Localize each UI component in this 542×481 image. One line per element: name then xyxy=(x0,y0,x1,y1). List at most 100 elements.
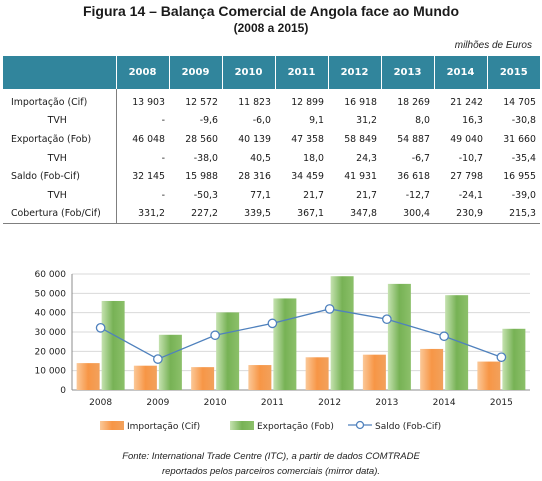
table-cell: -10,7 xyxy=(458,152,483,164)
legend-label-exportacao: Exportação (Fob) xyxy=(257,422,334,432)
table-cell: 21,7 xyxy=(356,189,377,201)
bar-importacao xyxy=(191,367,215,390)
table-cell: 27 798 xyxy=(450,171,483,183)
point-saldo xyxy=(324,304,335,314)
bar-exportacao xyxy=(101,300,125,390)
bar-exportacao xyxy=(273,298,297,390)
table-row: TVH - -9,6 -6,0 9,1 31,2 8,0 16,3 -30,8 xyxy=(3,111,540,131)
y-tick-label: 30 000 xyxy=(35,328,67,338)
table-body: Importação (Cif) 13 903 12 572 11 823 12 899… xyxy=(3,89,540,225)
table-cell: -9,6 xyxy=(199,115,218,127)
table-cell: 58 849 xyxy=(344,133,377,145)
x-tick-label: 2012 xyxy=(318,398,341,408)
table-cell: 54 887 xyxy=(397,133,430,145)
table-row: Importação (Cif) 13 903 12 572 11 823 12 899… xyxy=(3,89,540,112)
y-tick-label: 10 000 xyxy=(35,367,67,377)
point-saldo xyxy=(153,354,163,364)
table-header-year: 2013 xyxy=(380,56,434,89)
bar-exportacao xyxy=(330,276,354,390)
table-cell: -35,4 xyxy=(511,152,536,164)
bar-exportacao xyxy=(445,295,469,390)
legend-label-saldo: Saldo (Fob-Cif) xyxy=(375,422,441,432)
table-cell: -38,0 xyxy=(193,152,218,164)
table-row: Exportação (Fob) 46 048 28 560 40 139 47 358… xyxy=(3,130,540,149)
bar-importacao xyxy=(133,365,157,390)
bar-importacao xyxy=(248,365,272,390)
table-cell: - xyxy=(161,189,165,201)
point-saldo xyxy=(382,314,392,325)
table-cell: 16 955 xyxy=(503,171,536,183)
trade-chart: 0 10 000 20 000 30 000 40 000 50 000 60 000 200… xyxy=(35,270,530,432)
table-cell: 12 572 xyxy=(185,96,218,108)
table-cell: 18,0 xyxy=(303,152,324,164)
table-cell: 227,2 xyxy=(169,204,222,225)
point-saldo xyxy=(210,330,220,341)
table-cell: - xyxy=(161,115,165,127)
table-cell: 28 316 xyxy=(238,171,271,183)
row-label: TVH xyxy=(3,185,117,205)
legend-swatch-importacao xyxy=(100,421,124,430)
x-tick-label: 2009 xyxy=(146,398,169,408)
table-cell: 36 618 xyxy=(397,171,430,183)
table-cell: 12 899 xyxy=(291,96,324,108)
table-cell: 230,9 xyxy=(434,204,487,225)
y-tick-label: 50 000 xyxy=(35,289,67,299)
bar-exportacao xyxy=(158,334,182,390)
table-cell: - xyxy=(161,152,165,164)
x-tick-label: 2011 xyxy=(261,398,284,408)
legend-label-importacao: Importação (Cif) xyxy=(127,422,200,432)
bar-importacao xyxy=(362,354,386,390)
table-cell: -6,7 xyxy=(411,152,430,164)
table-cell: -24,1 xyxy=(458,189,483,201)
source-note: Fonte: International Trade Centre (ITC),… xyxy=(0,449,542,479)
point-saldo xyxy=(496,352,507,363)
table-header-year: 2014 xyxy=(433,56,487,89)
unit-label: milhões de Euros xyxy=(454,40,532,51)
table-cell: 21 242 xyxy=(450,96,483,108)
table-cell: 14 705 xyxy=(503,96,536,108)
table-header-year: 2015 xyxy=(486,56,540,89)
row-label: TVH xyxy=(3,148,117,168)
table-header-year: 2009 xyxy=(168,56,222,89)
bar-importacao xyxy=(477,361,501,390)
legend-swatch-saldo-marker xyxy=(355,420,365,430)
table-cell: 367,1 xyxy=(275,204,328,225)
table-row: Saldo (Fob-Cif) 32 145 15 988 28 316 34 459 4… xyxy=(3,167,540,186)
table-row: TVH - -38,0 40,5 18,0 24,3 -6,7 -10,7 -35,4 xyxy=(3,148,540,168)
table-cell: 331,2 xyxy=(116,204,169,225)
source-line-1: Fonte: International Trade Centre (ITC),… xyxy=(122,451,420,462)
table-cell: 40,5 xyxy=(250,152,271,164)
bar-importacao xyxy=(305,357,329,390)
y-tick-label: 0 xyxy=(60,386,66,396)
table-header-corner xyxy=(3,56,116,89)
bar-importacao xyxy=(420,348,444,390)
x-tick-label: 2015 xyxy=(490,398,513,408)
table-cell: 31 660 xyxy=(503,133,536,145)
bar-exportacao xyxy=(502,328,526,390)
table-cell: -30,8 xyxy=(511,115,536,127)
table-cell: -50,3 xyxy=(193,189,218,201)
y-tick-label: 40 000 xyxy=(35,309,67,319)
x-tick-label: 2014 xyxy=(433,398,456,408)
legend-swatch-exportacao xyxy=(230,421,254,430)
y-tick-label: 20 000 xyxy=(35,347,67,357)
table-cell: 32 145 xyxy=(132,171,165,183)
table-cell: 41 931 xyxy=(344,171,377,183)
table-cell: 21,7 xyxy=(303,189,324,201)
table-header-year: 2008 xyxy=(115,56,169,89)
line-saldo xyxy=(100,308,502,360)
table-cell: 46 048 xyxy=(132,133,165,145)
table-cell: 300,4 xyxy=(381,204,434,225)
x-tick-label: 2013 xyxy=(375,398,398,408)
row-label: TVH xyxy=(3,111,117,131)
table-row: Cobertura (Fob/Cif) 331,2 227,2 339,5 367,1 3… xyxy=(3,204,540,225)
table-cell: 31,2 xyxy=(356,115,377,127)
y-tick-label: 60 000 xyxy=(35,270,67,280)
table-cell: 16 918 xyxy=(344,96,377,108)
point-saldo xyxy=(267,318,278,329)
figure-subtitle: (2008 a 2015) xyxy=(233,21,309,35)
table-header-year: 2010 xyxy=(221,56,275,89)
point-saldo xyxy=(95,323,106,333)
point-saldo xyxy=(439,331,449,342)
table-cell: -39,0 xyxy=(511,189,536,201)
